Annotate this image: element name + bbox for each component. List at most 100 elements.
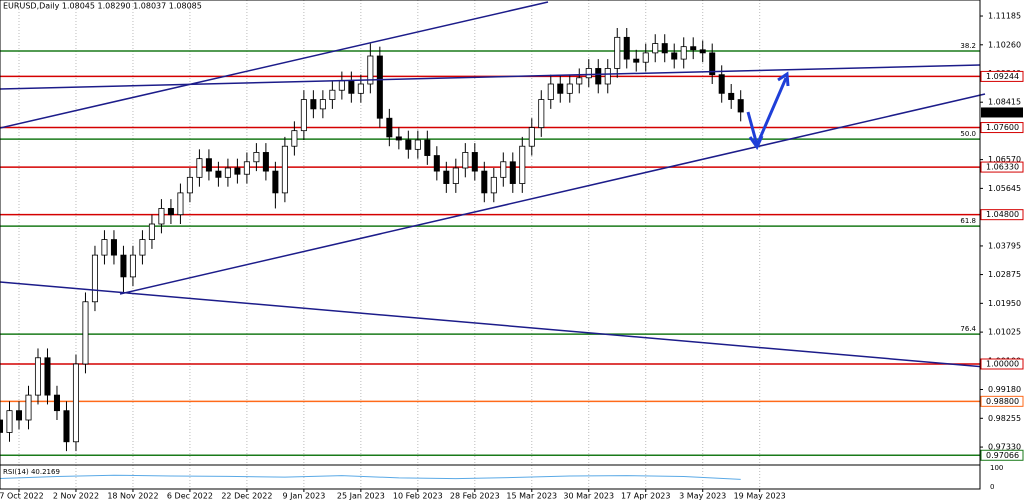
fib-label: 50.0	[960, 130, 976, 138]
candle-body	[728, 92, 735, 100]
price-level-label: 1.00000	[986, 360, 1019, 369]
x-tick-label: 22 Dec 2022	[221, 492, 272, 501]
candle-body	[101, 239, 108, 256]
candle-body	[443, 170, 450, 184]
candle-body	[737, 99, 744, 113]
price-level-label: 0.97066	[986, 451, 1019, 460]
price-level-label: 1.04800	[986, 210, 1019, 219]
candle-body	[633, 58, 640, 63]
x-tick-label: 10 Feb 2023	[393, 492, 443, 501]
y-tick-label: 1.01950	[988, 299, 1021, 308]
candle-body	[15, 410, 23, 421]
candle-body	[566, 83, 573, 94]
candle-body	[547, 83, 554, 100]
trend-line	[119, 93, 986, 295]
candle-body	[110, 239, 117, 256]
candle-body	[652, 43, 659, 54]
candle-body	[462, 152, 469, 169]
candle-body	[509, 161, 516, 184]
x-tick-label: 9 Jan 2023	[282, 492, 325, 501]
x-tick-label: 19 May 2023	[734, 492, 786, 501]
candle-body	[0, 419, 4, 433]
price-level-label: 0.98800	[986, 397, 1019, 406]
price-level-box	[980, 70, 1024, 82]
x-tick-label: 15 Mar 2023	[506, 492, 557, 501]
price-level-box	[980, 122, 1024, 134]
rsi-tick-label: 100	[990, 464, 1003, 472]
y-tick-label: 1.01025	[988, 328, 1021, 337]
candle-body	[680, 46, 687, 60]
frame	[0, 0, 981, 490]
candle-body	[519, 145, 526, 184]
x-tick-label: 2 Nov 2022	[53, 492, 99, 501]
rsi-line	[0, 474, 741, 480]
price-level-box	[980, 161, 1024, 173]
y-tick-label: 1.10260	[988, 40, 1021, 49]
price-level-box	[980, 209, 1024, 221]
candle-body	[177, 192, 184, 216]
candle-body	[576, 77, 583, 85]
price-level-box	[980, 395, 1024, 407]
candle-body	[709, 52, 716, 76]
y-tick-label: 0.98255	[988, 414, 1021, 423]
candle-body	[224, 167, 231, 178]
candle-body	[595, 68, 602, 85]
y-tick-label: 0.99180	[988, 385, 1021, 394]
candle-body	[395, 136, 402, 141]
candles	[0, 28, 744, 452]
x-tick-label: 6 Dec 2022	[167, 492, 213, 501]
candle-body	[386, 117, 393, 138]
candle-body	[500, 161, 507, 178]
candle-body	[367, 55, 374, 85]
candle-body	[196, 158, 203, 178]
candle-body	[414, 139, 421, 150]
candle-body	[6, 410, 13, 433]
candle-body	[253, 152, 260, 163]
candle-body	[34, 357, 41, 396]
candle-body	[281, 145, 288, 194]
candle-body	[129, 254, 136, 278]
price-level-box	[980, 358, 1024, 370]
candle-body	[585, 68, 592, 79]
candle-body	[300, 99, 307, 132]
y-tick-label: 1.11185	[988, 12, 1021, 21]
candle-body	[310, 99, 317, 110]
candle-body	[25, 394, 32, 421]
last-price-box	[981, 107, 1023, 118]
candle-body	[471, 152, 478, 172]
levels: 38.2 50.0 61.8 76.4	[0, 42, 980, 457]
x-tick-label: 17 Oct 2022	[0, 492, 44, 501]
candle-body	[433, 155, 440, 172]
candle-body	[44, 357, 51, 396]
candle-body	[167, 208, 174, 216]
candle-body	[272, 170, 279, 194]
candle-body	[614, 36, 621, 69]
x-tick-label: 3 May 2023	[679, 492, 726, 501]
candle-body	[718, 74, 725, 94]
candle-body	[528, 127, 535, 147]
price-level-label: 1.06330	[986, 163, 1019, 172]
header: EURUSD,Daily 1.08045 1.08290 1.08037 1.0…	[3, 2, 202, 11]
x-tick-label: 28 Feb 2023	[450, 492, 500, 501]
y-tick-label: 1.02875	[988, 270, 1021, 279]
candle-body	[205, 158, 212, 172]
fib-label: 38.2	[960, 42, 976, 50]
candle-body	[357, 83, 364, 94]
fib-label: 61.8	[960, 217, 976, 225]
candle-body	[604, 68, 611, 85]
price-level-label: 1.07600	[986, 123, 1019, 132]
x-tick-label: 18 Nov 2022	[107, 492, 158, 501]
trend-line	[0, 281, 986, 368]
x-tick-label: 25 Jan 2023	[337, 492, 385, 501]
candle-body	[329, 89, 336, 100]
price-level-label: 1.09244	[986, 72, 1019, 81]
y-tick-label: 1.06570	[988, 155, 1021, 164]
candle-body	[338, 80, 345, 91]
candle-body	[557, 83, 564, 94]
candle-body	[699, 49, 706, 54]
y-tick-label: 0.97330	[988, 443, 1021, 452]
candle-body	[91, 254, 98, 303]
candle-body	[538, 99, 545, 128]
